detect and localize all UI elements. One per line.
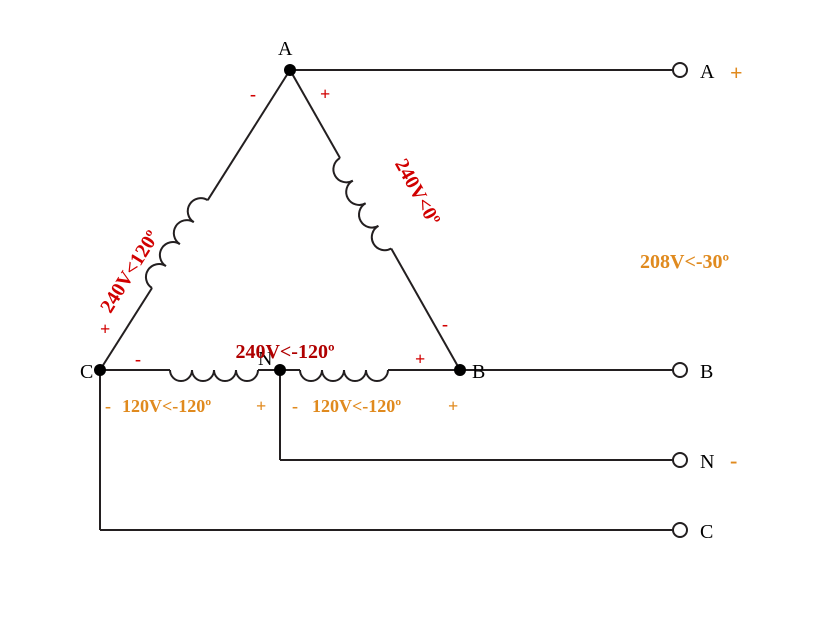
label-b: B — [472, 361, 485, 383]
node-n — [274, 364, 286, 376]
polarity-cn-left: - — [105, 396, 111, 416]
node-c — [94, 364, 106, 376]
voltage-ca: 240V<120º — [96, 226, 164, 316]
polarity-term-n: - — [730, 448, 737, 473]
polarity-term-a: + — [730, 60, 743, 85]
polarity-nb-right: + — [448, 396, 458, 416]
label-a: A — [278, 38, 293, 60]
winding-ca — [100, 70, 290, 370]
polarity-c-up: + — [100, 319, 110, 339]
voltage-cb: 240V<-120º — [235, 341, 335, 363]
voltage-cn: 120V<-120º — [122, 396, 211, 416]
polarity-nb-left: - — [292, 396, 298, 416]
terminal-b — [673, 363, 687, 377]
node-b — [454, 364, 466, 376]
polarity-a-right: + — [320, 84, 330, 104]
label-term-n: N — [700, 451, 714, 473]
polarity-b-left: + — [415, 349, 425, 369]
voltage-ab: 240V<0º — [390, 155, 445, 229]
label-term-a: A — [700, 61, 715, 83]
polarity-a-left: - — [250, 84, 256, 104]
polarity-c-right: - — [135, 349, 141, 369]
voltage-nb: 120V<-120º — [312, 396, 401, 416]
polarity-cn-right: + — [256, 396, 266, 416]
label-term-b: B — [700, 361, 713, 383]
label-c: C — [80, 361, 93, 383]
node-a — [284, 64, 296, 76]
voltage-an-out: 208V<-30º — [640, 251, 730, 273]
polarity-b-up: - — [442, 314, 448, 334]
label-term-c: C — [700, 521, 713, 543]
terminal-c — [673, 523, 687, 537]
terminal-a — [673, 63, 687, 77]
wire-c-out — [100, 370, 673, 530]
terminal-n — [673, 453, 687, 467]
